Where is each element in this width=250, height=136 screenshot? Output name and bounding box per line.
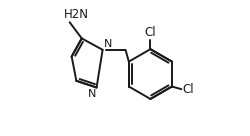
Text: Cl: Cl [181, 83, 193, 96]
Text: N: N [87, 89, 96, 99]
Text: Cl: Cl [144, 26, 156, 39]
Text: N: N [103, 39, 112, 49]
Text: H2N: H2N [63, 8, 88, 21]
